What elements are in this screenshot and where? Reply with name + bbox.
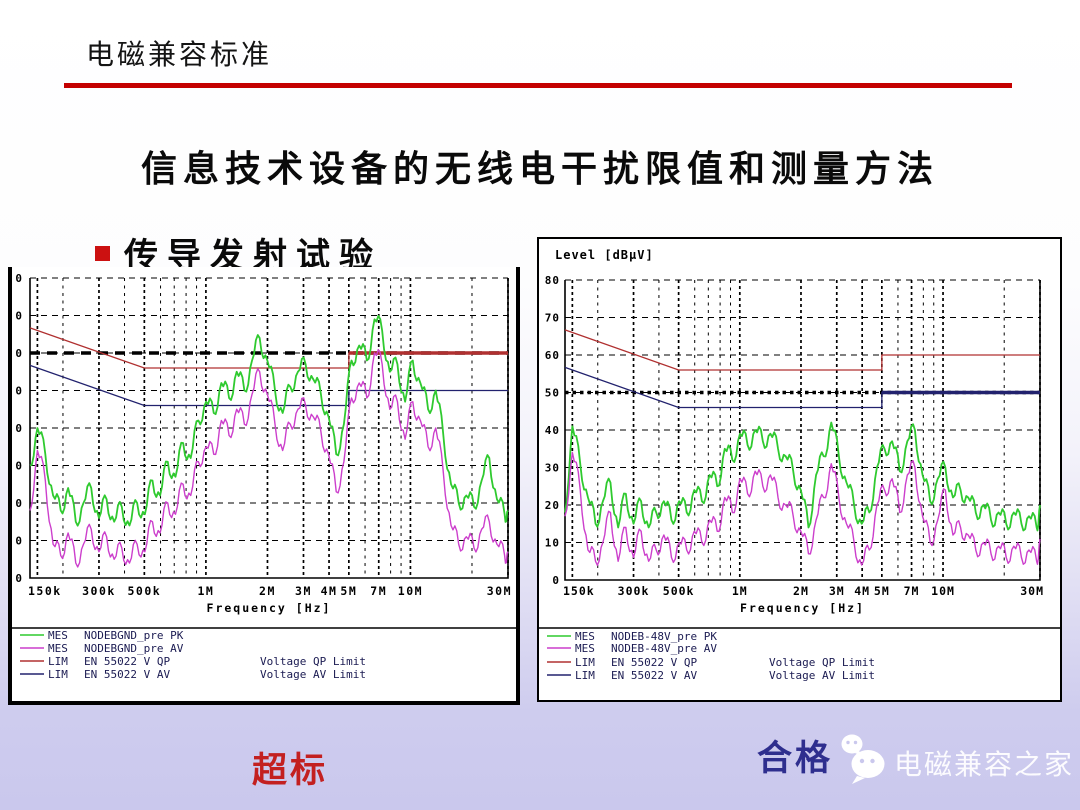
svg-text:40: 40: [545, 424, 560, 437]
svg-text:300k: 300k: [82, 584, 116, 598]
svg-text:2M: 2M: [259, 584, 276, 598]
svg-text:LIM: LIM: [48, 655, 68, 668]
x-axis-label: Frequency [Hz]: [740, 601, 865, 615]
svg-text:300k: 300k: [618, 584, 650, 598]
x-axis-label: Frequency [Hz]: [207, 601, 332, 615]
trace-AV: [29, 348, 509, 568]
svg-text:5M: 5M: [874, 584, 890, 598]
svg-text:MES: MES: [575, 642, 595, 655]
svg-text:30M: 30M: [1020, 584, 1044, 598]
svg-text:80: 80: [12, 272, 25, 285]
svg-text:40: 40: [12, 422, 25, 435]
svg-text:2M: 2M: [793, 584, 809, 598]
y-axis-title: Level [dBµV]: [555, 248, 654, 262]
svg-text:Voltage AV Limit: Voltage AV Limit: [260, 668, 366, 681]
svg-text:10M: 10M: [398, 584, 423, 598]
svg-text:MES: MES: [48, 642, 68, 655]
svg-text:4M: 4M: [854, 584, 870, 598]
watermark: 电磁兼容之家: [838, 731, 1074, 787]
verdict-pass-label: 合格: [757, 739, 834, 778]
limit-line: [29, 327, 508, 369]
svg-text:NODEBGND_pre AV: NODEBGND_pre AV: [84, 642, 184, 655]
svg-text:EN 55022 V QP: EN 55022 V QP: [84, 655, 170, 668]
svg-text:20: 20: [545, 499, 560, 512]
limit-line: [564, 366, 1040, 409]
svg-text:3M: 3M: [829, 584, 845, 598]
svg-text:EN 55022 V AV: EN 55022 V AV: [611, 669, 697, 682]
svg-text:7M: 7M: [904, 584, 920, 598]
svg-text:10: 10: [545, 537, 560, 550]
svg-text:LIM: LIM: [575, 669, 595, 682]
svg-text:5M: 5M: [340, 584, 357, 598]
svg-text:3M: 3M: [295, 584, 312, 598]
trace-PK: [564, 421, 1041, 532]
svg-text:EN 55022 V AV: EN 55022 V AV: [84, 668, 170, 681]
page-header-title: 电磁兼容标准: [86, 40, 273, 71]
svg-text:70: 70: [12, 310, 25, 323]
svg-text:80: 80: [545, 274, 560, 287]
limit-line: [564, 329, 1040, 371]
svg-text:4M: 4M: [321, 584, 338, 598]
svg-text:60: 60: [12, 347, 25, 360]
svg-text:30M: 30M: [487, 584, 512, 598]
verdict-exceed-label: 超标: [252, 751, 329, 790]
svg-text:Voltage QP Limit: Voltage QP Limit: [260, 655, 366, 668]
slide-title: 信息技术设备的无线电干扰限值和测量方法: [140, 149, 939, 189]
header-rule: [64, 83, 1012, 88]
svg-text:500k: 500k: [663, 584, 695, 598]
trace-AV: [564, 451, 1041, 566]
svg-text:MES: MES: [48, 629, 68, 642]
svg-text:10: 10: [12, 535, 25, 548]
svg-text:50: 50: [545, 387, 560, 400]
svg-text:EN 55022 V QP: EN 55022 V QP: [611, 656, 697, 669]
svg-text:LIM: LIM: [575, 656, 595, 669]
svg-text:MES: MES: [575, 630, 595, 643]
svg-text:Voltage QP Limit: Voltage QP Limit: [769, 656, 875, 669]
bullet-marker-icon: [95, 246, 110, 261]
svg-text:30: 30: [545, 462, 560, 475]
svg-text:LIM: LIM: [48, 668, 68, 681]
svg-text:NODEB-48V_pre PK: NODEB-48V_pre PK: [611, 630, 717, 643]
svg-text:500k: 500k: [127, 584, 161, 598]
svg-text:30: 30: [12, 460, 25, 473]
svg-text:NODEB-48V_pre AV: NODEB-48V_pre AV: [611, 642, 717, 655]
svg-text:NODEBGND_pre PK: NODEBGND_pre PK: [84, 629, 184, 642]
emission-chart-pass: 0 10 20 30 40 50 60 70 80 150k 300k 500k 1M 2M 3M 4M 5M 7…: [537, 237, 1062, 702]
wechat-icon: [841, 734, 885, 784]
watermark-text: 电磁兼容之家: [894, 750, 1075, 781]
svg-text:150k: 150k: [28, 584, 62, 598]
trace-PK: [29, 314, 509, 527]
svg-text:20: 20: [12, 497, 25, 510]
svg-text:150k: 150k: [563, 584, 595, 598]
svg-text:10M: 10M: [931, 584, 955, 598]
svg-text:0: 0: [552, 574, 560, 587]
svg-text:1M: 1M: [197, 584, 214, 598]
svg-text:Voltage AV Limit: Voltage AV Limit: [769, 669, 875, 682]
svg-text:7M: 7M: [370, 584, 387, 598]
svg-text:1M: 1M: [732, 584, 748, 598]
svg-text:70: 70: [545, 312, 560, 325]
svg-text:50: 50: [12, 385, 25, 398]
chart-right-svg: 0 10 20 30 40 50 60 70 80 150k 300k 500k 1M 2M 3M 4M 5M 7…: [539, 248, 1060, 682]
svg-text:0: 0: [15, 572, 25, 585]
svg-text:60: 60: [545, 349, 560, 362]
